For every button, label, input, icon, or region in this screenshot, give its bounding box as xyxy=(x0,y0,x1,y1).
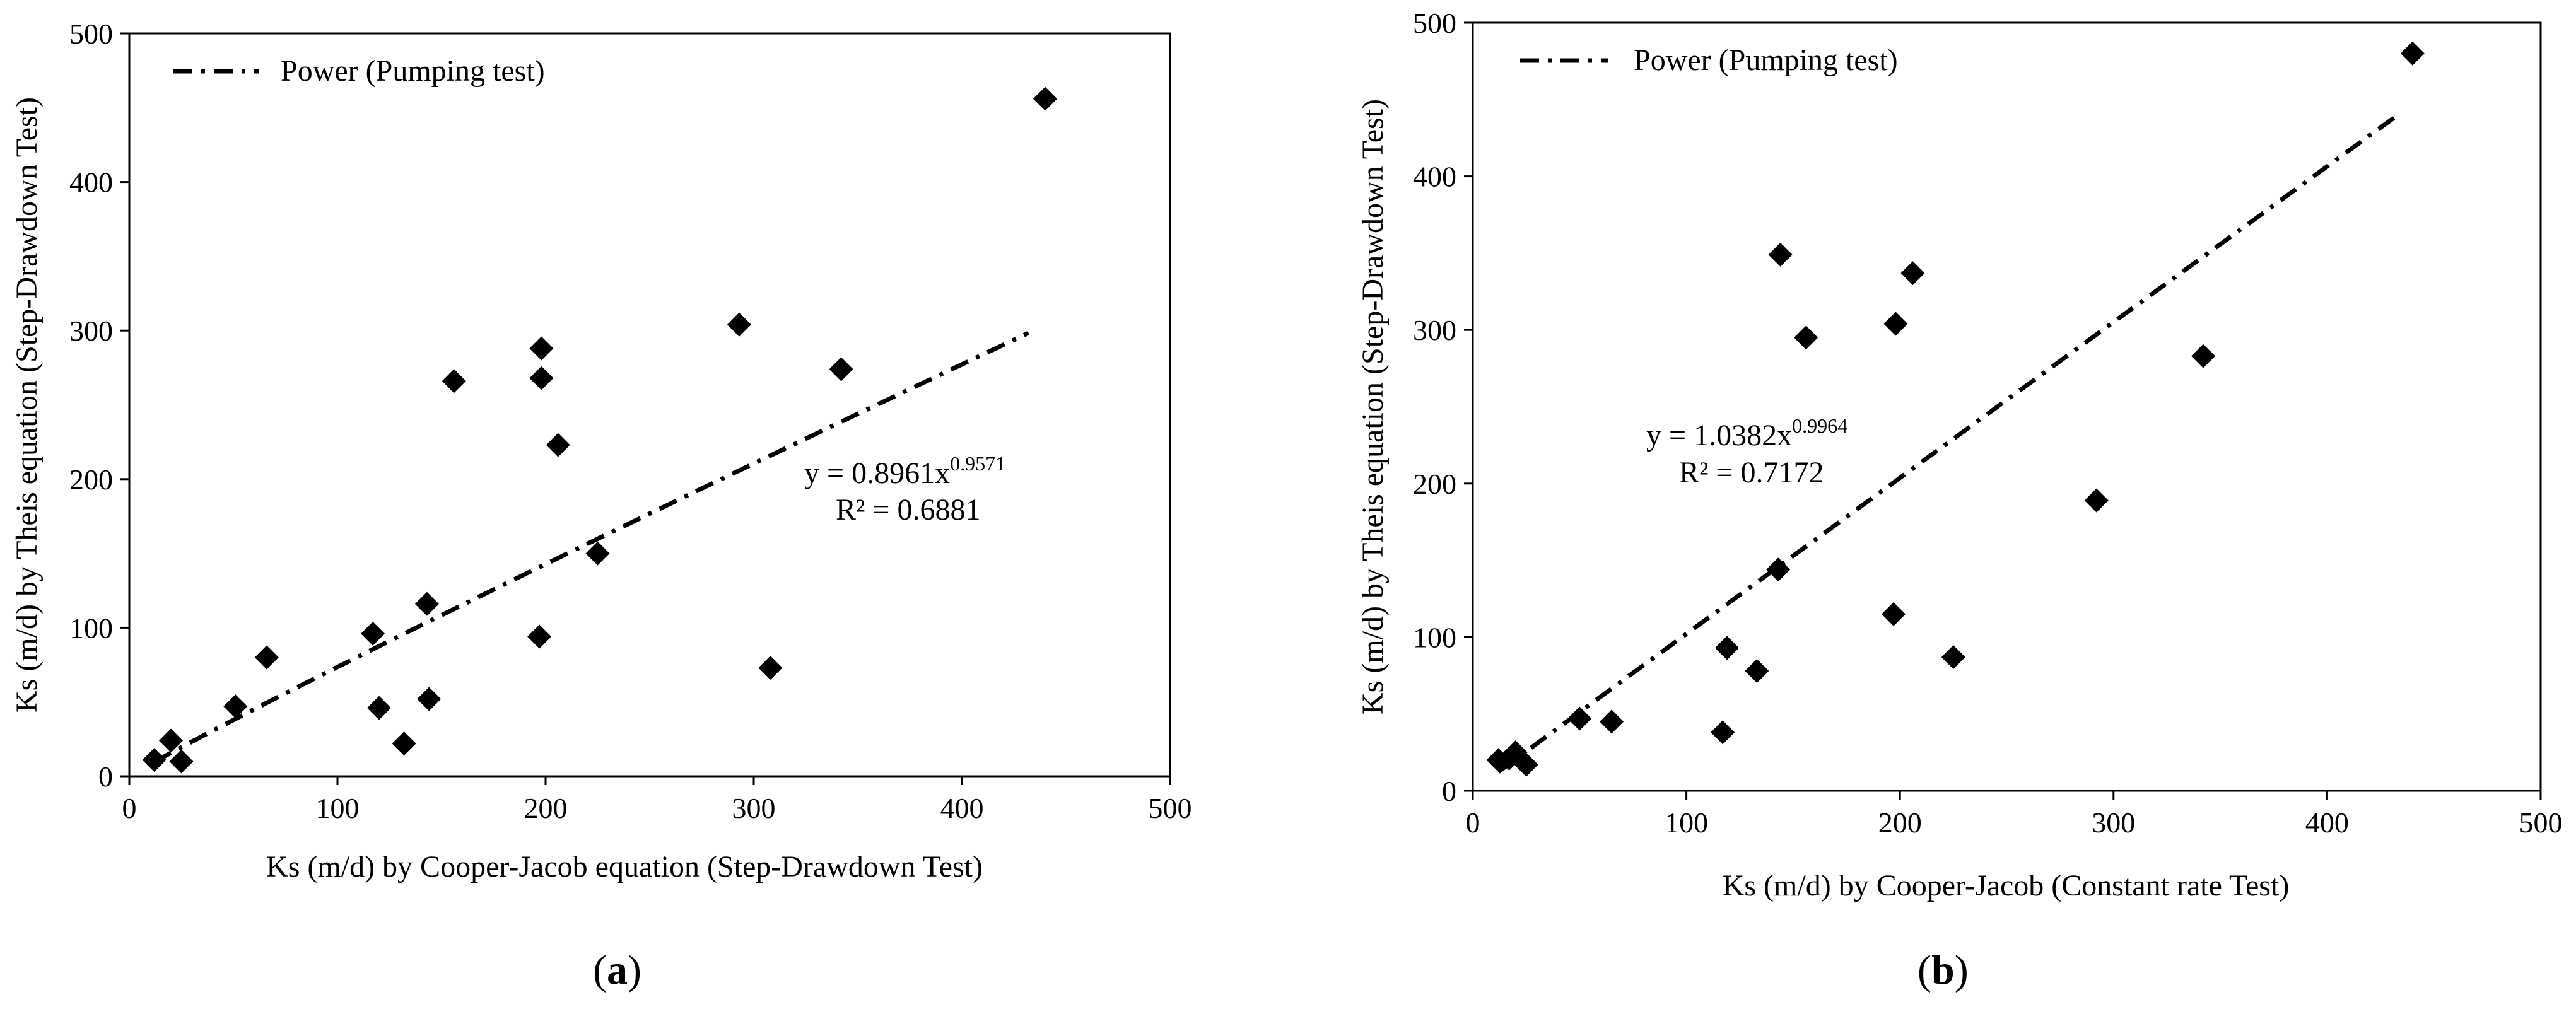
legend-label: Power (Pumping test) xyxy=(1634,44,1898,77)
data-point xyxy=(529,336,554,361)
y-axis-ticks: 0 100 200 300 400 500 xyxy=(69,18,129,793)
x-axis-title: Ks (m/d) by Cooper-Jacob equation (Step-… xyxy=(266,850,983,883)
data-point xyxy=(527,624,552,649)
x-tick-label: 200 xyxy=(1878,807,1922,839)
data-point xyxy=(727,312,751,337)
legend-label: Power (Pumping test) xyxy=(281,54,545,88)
y-tick-label: 0 xyxy=(1442,775,1456,807)
data-point xyxy=(585,541,610,566)
data-point xyxy=(2400,41,2425,66)
data-point xyxy=(159,728,183,753)
panel-label-a: (a) xyxy=(593,947,641,993)
data-point xyxy=(829,357,853,382)
y-tick-label: 400 xyxy=(1413,161,1456,193)
panel-label-b: (b) xyxy=(1917,947,1969,993)
trend-equation-base: y = 1.0382x xyxy=(1646,419,1792,452)
x-axis-ticks: 0 100 200 300 400 500 xyxy=(122,776,1192,824)
y-tick-label: 500 xyxy=(69,18,113,50)
trend-equation: y = 1.0382x0.9964 xyxy=(1646,414,1847,452)
data-point xyxy=(1745,658,1769,683)
data-point xyxy=(169,749,194,774)
data-point xyxy=(1768,242,1793,267)
data-point xyxy=(2084,488,2109,513)
y-tick-label: 0 xyxy=(98,760,113,793)
data-point xyxy=(223,694,248,719)
y-tick-label: 400 xyxy=(69,166,113,199)
data-point xyxy=(1514,752,1538,777)
data-point xyxy=(442,369,466,393)
trend-equation: y = 0.8961x0.9571 xyxy=(804,452,1005,490)
x-tick-label: 100 xyxy=(316,792,360,824)
y-tick-label: 500 xyxy=(1413,7,1456,39)
y-tick-label: 200 xyxy=(69,463,113,496)
data-point xyxy=(392,731,416,756)
x-tick-label: 100 xyxy=(1665,807,1708,839)
data-points xyxy=(142,86,1057,774)
x-tick-label: 0 xyxy=(1466,807,1480,839)
data-points xyxy=(1486,41,2425,777)
data-point xyxy=(546,433,570,457)
trend-equation-exponent: 0.9964 xyxy=(1792,414,1847,437)
data-point xyxy=(758,656,783,680)
data-point xyxy=(1794,325,1818,350)
chart-panel-b: 0 100 200 300 400 500 0 100 200 300 400 500 Power … xyxy=(1356,7,2563,993)
x-tick-label: 0 xyxy=(122,792,137,824)
data-point xyxy=(1941,645,1965,670)
y-tick-label: 200 xyxy=(1413,468,1456,500)
data-point xyxy=(1033,86,1057,111)
data-point xyxy=(1711,720,1735,745)
x-tick-label: 500 xyxy=(1149,792,1192,824)
data-point xyxy=(2191,344,2216,368)
data-point xyxy=(414,592,439,616)
trendline xyxy=(153,330,1030,764)
x-tick-label: 200 xyxy=(524,792,568,824)
y-tick-label: 300 xyxy=(1413,314,1456,346)
data-point xyxy=(367,696,391,720)
data-point xyxy=(1567,706,1592,731)
data-point xyxy=(1766,557,1791,582)
plot-area-frame xyxy=(128,32,1171,778)
x-axis-title: Ks (m/d) by Cooper-Jacob (Constant rate … xyxy=(1723,869,2290,902)
chart-panel-a: 0 100 200 300 400 500 0 100 200 300 400 500 Power … xyxy=(10,18,1192,993)
data-point xyxy=(417,687,442,711)
y-axis-title: Ks (m/d) by Theis equation (Step-Drawdow… xyxy=(1356,99,1390,714)
data-point xyxy=(1882,602,1906,626)
x-axis-ticks: 0 100 200 300 400 500 xyxy=(1466,791,2563,839)
trendline xyxy=(1497,115,2397,774)
x-tick-label: 500 xyxy=(2519,807,2563,839)
x-tick-label: 400 xyxy=(2305,807,2349,839)
y-axis-title: Ks (m/d) by Theis equation (Step-Drawdow… xyxy=(10,97,44,713)
data-point xyxy=(1900,261,1925,286)
data-point xyxy=(254,645,279,670)
y-tick-label: 100 xyxy=(1413,621,1456,653)
plot-area-frame xyxy=(1472,21,2542,792)
x-tick-label: 300 xyxy=(2092,807,2135,839)
data-point xyxy=(1714,636,1739,660)
y-axis-ticks: 0 100 200 300 400 500 xyxy=(1413,7,1473,807)
data-point xyxy=(361,621,385,646)
data-point xyxy=(529,366,554,390)
y-tick-label: 300 xyxy=(69,315,113,347)
x-tick-label: 400 xyxy=(940,792,984,824)
x-tick-label: 300 xyxy=(732,792,776,824)
trend-equation-exponent: 0.9571 xyxy=(950,452,1005,475)
r-squared-label: R² = 0.7172 xyxy=(1679,456,1824,489)
data-point xyxy=(1600,709,1624,734)
r-squared-label: R² = 0.6881 xyxy=(836,493,980,527)
y-tick-label: 100 xyxy=(69,612,113,644)
trend-equation-base: y = 0.8961x xyxy=(804,457,950,490)
data-point xyxy=(1883,312,1908,336)
